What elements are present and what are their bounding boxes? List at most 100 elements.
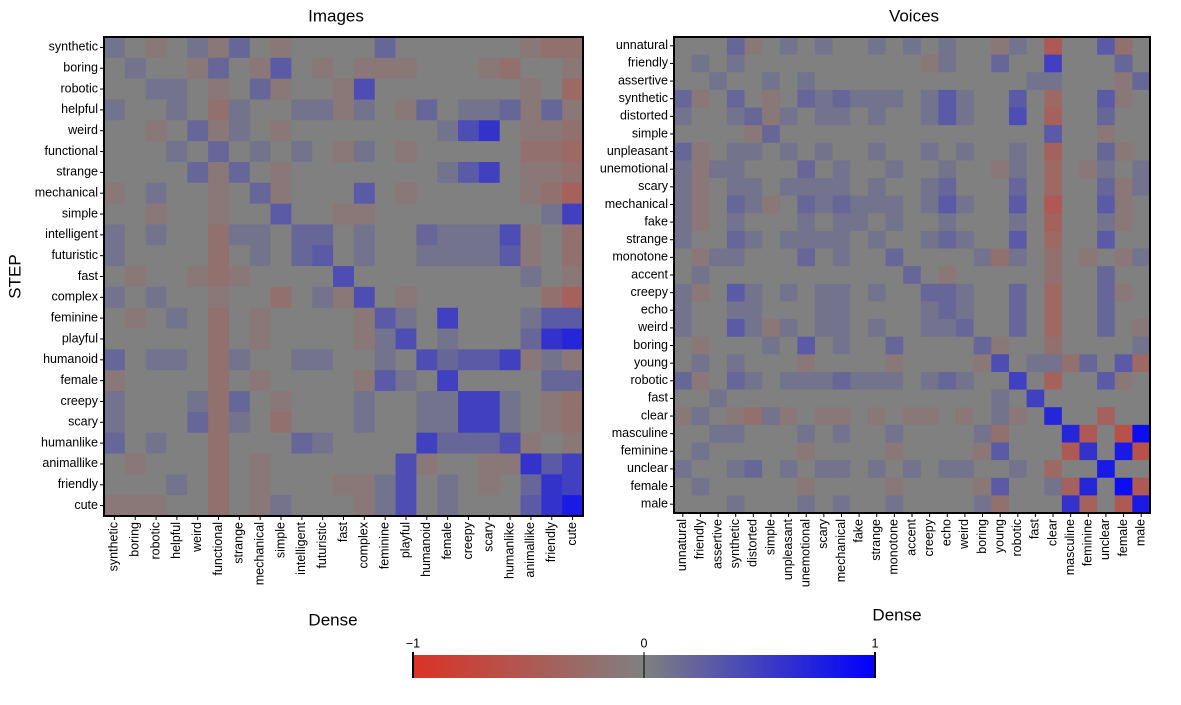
heatmap-cell — [973, 477, 992, 496]
heatmap-cell — [458, 245, 480, 267]
heatmap-cell — [815, 477, 834, 496]
heatmap-cell — [1079, 354, 1098, 373]
heatmap-cell — [374, 37, 397, 59]
heatmap-cell — [779, 107, 798, 126]
heatmap-cell — [562, 224, 584, 246]
heatmap-cell — [291, 99, 313, 121]
heatmap-cell — [104, 307, 126, 330]
heatmap-cell — [353, 411, 376, 434]
heatmap-cell — [797, 442, 816, 461]
heatmap-cell — [797, 248, 816, 267]
heatmap-cell — [333, 474, 355, 496]
y-tick-label: weird — [637, 320, 668, 334]
heatmap-cell — [973, 283, 992, 302]
x-tick-label: humanoid — [419, 522, 433, 577]
heatmap-cell — [541, 203, 563, 225]
heatmap-cell — [1008, 230, 1028, 250]
heatmap-cell — [920, 283, 939, 302]
heatmap-cell — [938, 424, 957, 443]
heatmap-cell — [779, 477, 798, 496]
heatmap-cell — [1114, 89, 1133, 109]
heatmap-cell — [832, 213, 851, 232]
heatmap-cell — [691, 460, 710, 479]
heatmap-cell — [797, 125, 816, 144]
heatmap-cell — [973, 319, 992, 338]
heatmap-cell — [458, 328, 480, 350]
heatmap-cell — [973, 336, 992, 355]
heatmap-cell — [249, 349, 272, 371]
heatmap-cell — [779, 72, 798, 91]
heatmap-cell — [291, 224, 313, 246]
heatmap-cell — [374, 78, 397, 100]
heatmap-cell — [867, 319, 887, 338]
heatmap-cell — [744, 336, 763, 355]
heatmap-cell — [520, 161, 542, 184]
heatmap-cell — [691, 178, 710, 197]
heatmap-cell — [850, 142, 869, 161]
heatmap-cell — [762, 72, 781, 91]
heatmap-cell — [674, 266, 693, 285]
heatmap-cell — [1044, 477, 1063, 496]
heatmap-cell — [1044, 54, 1063, 73]
y-tick-label: synthetic — [619, 91, 668, 105]
y-axis-label: STEP — [5, 254, 24, 298]
heatmap-cell — [562, 245, 584, 267]
heatmap-cell — [920, 354, 939, 373]
heatmap-cell — [885, 336, 904, 355]
heatmap-cell — [744, 407, 763, 426]
heatmap-cell — [166, 432, 188, 455]
heatmap-cell — [850, 336, 869, 355]
heatmap-cell — [353, 141, 376, 163]
heatmap-cell — [815, 407, 834, 426]
heatmap-cell — [1026, 125, 1045, 144]
heatmap-cell — [187, 286, 209, 309]
heatmap-cell — [374, 391, 397, 413]
heatmap-cell — [145, 37, 167, 59]
heatmap-cell — [124, 474, 147, 496]
heatmap-cell — [478, 370, 501, 392]
heatmap-cell — [1008, 107, 1028, 126]
heatmap-cell — [920, 424, 939, 443]
heatmap-cell — [562, 182, 584, 205]
heatmap-cell — [124, 37, 147, 59]
heatmap-cell — [885, 37, 904, 56]
heatmap-cell — [249, 453, 272, 475]
heatmap-cell — [815, 319, 834, 338]
heatmap-cell — [885, 283, 904, 302]
heatmap-cell — [850, 407, 869, 426]
heatmap-cell — [674, 195, 693, 214]
heatmap-cell — [903, 283, 922, 302]
heatmap-cell — [1008, 37, 1028, 56]
heatmap-cell — [1026, 142, 1045, 161]
heatmap-cell — [374, 182, 397, 205]
heatmap-cell — [291, 78, 313, 100]
heatmap-cell — [762, 160, 781, 179]
heatmap-cell — [674, 354, 693, 373]
heatmap-cell — [478, 245, 501, 267]
heatmap-cell — [726, 195, 746, 214]
heatmap-cell — [850, 283, 869, 302]
heatmap-cell — [885, 477, 904, 496]
heatmap-cell — [562, 99, 584, 121]
heatmap-cell — [145, 328, 167, 350]
heatmap-cell — [208, 37, 230, 59]
heatmap-cell — [1114, 495, 1133, 514]
heatmap-cell — [187, 328, 209, 350]
heatmap-cell — [1061, 354, 1080, 373]
heatmap-cell — [1114, 442, 1133, 461]
heatmap-cell — [815, 354, 834, 373]
x-tick-label: creepy — [922, 518, 936, 556]
heatmap-cell — [145, 349, 167, 371]
x-tick-label: creepy — [461, 521, 475, 559]
heatmap-cell — [562, 203, 584, 225]
heatmap-cell — [938, 354, 957, 373]
heatmap-cell — [562, 141, 584, 163]
heatmap-cell — [1114, 230, 1133, 250]
heatmap-cell — [779, 230, 798, 250]
heatmap-cell — [437, 245, 459, 267]
heatmap-cell — [850, 442, 869, 461]
heatmap-cell — [1132, 283, 1151, 302]
heatmap-cell — [104, 370, 126, 392]
heatmap-cell — [797, 371, 816, 391]
heatmap-cell — [1097, 442, 1116, 461]
